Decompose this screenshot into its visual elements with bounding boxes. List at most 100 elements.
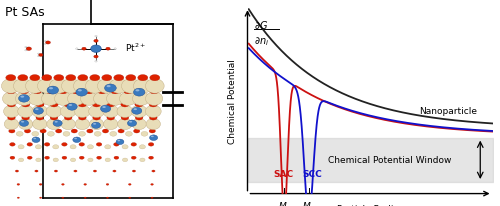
Ellipse shape [120,92,136,106]
Ellipse shape [94,40,98,43]
Ellipse shape [94,56,98,59]
Text: SCC: SCC [302,169,322,178]
Ellipse shape [27,143,32,146]
Ellipse shape [44,156,50,159]
Ellipse shape [90,75,100,81]
Ellipse shape [78,102,86,108]
Ellipse shape [49,88,53,90]
Ellipse shape [79,143,84,146]
Ellipse shape [26,48,32,51]
Ellipse shape [32,132,38,137]
Ellipse shape [92,102,101,108]
Ellipse shape [114,156,119,159]
Ellipse shape [132,92,150,106]
Ellipse shape [106,102,115,108]
Ellipse shape [53,121,62,127]
Ellipse shape [134,79,152,94]
Ellipse shape [84,184,86,185]
Ellipse shape [10,156,15,159]
Ellipse shape [50,79,68,94]
Ellipse shape [6,89,16,94]
Ellipse shape [94,170,96,172]
Ellipse shape [16,170,18,172]
Ellipse shape [60,106,76,118]
Ellipse shape [86,129,93,133]
Ellipse shape [22,116,30,121]
Ellipse shape [74,138,77,139]
Ellipse shape [52,145,59,149]
Ellipse shape [74,106,90,118]
Ellipse shape [70,145,76,149]
Ellipse shape [150,75,160,81]
Ellipse shape [94,132,101,137]
Ellipse shape [141,132,148,137]
Ellipse shape [128,121,136,127]
Ellipse shape [118,129,124,133]
Ellipse shape [22,102,30,108]
Ellipse shape [88,158,93,162]
Ellipse shape [53,158,59,162]
Ellipse shape [86,79,104,94]
Text: $\partial G$: $\partial G$ [254,19,268,31]
Ellipse shape [88,145,94,149]
Ellipse shape [56,129,62,133]
Ellipse shape [124,89,132,94]
Ellipse shape [104,84,117,93]
Ellipse shape [28,156,32,159]
Ellipse shape [132,170,136,172]
Ellipse shape [36,116,44,121]
Ellipse shape [118,140,120,142]
Ellipse shape [135,116,143,121]
Ellipse shape [8,129,15,133]
Ellipse shape [62,79,80,94]
Ellipse shape [46,42,51,45]
Ellipse shape [25,50,27,52]
Ellipse shape [84,197,86,198]
Ellipse shape [6,75,16,81]
Ellipse shape [134,129,140,133]
Ellipse shape [128,184,131,185]
Ellipse shape [62,197,64,198]
Ellipse shape [129,121,132,123]
Ellipse shape [4,106,20,118]
Ellipse shape [76,89,88,97]
Ellipse shape [47,87,58,95]
Ellipse shape [14,79,32,94]
Ellipse shape [62,143,67,146]
Ellipse shape [18,119,33,130]
Ellipse shape [146,106,161,118]
Ellipse shape [98,89,106,94]
Ellipse shape [114,49,116,50]
Ellipse shape [131,143,136,146]
Ellipse shape [92,123,100,129]
Ellipse shape [17,184,20,185]
Ellipse shape [132,119,146,130]
Ellipse shape [90,46,102,53]
Ellipse shape [106,197,108,198]
Ellipse shape [36,158,41,162]
Ellipse shape [78,75,88,81]
Ellipse shape [102,75,112,81]
Ellipse shape [4,119,18,130]
Ellipse shape [114,75,124,81]
Ellipse shape [16,132,23,137]
Text: Pt SAs: Pt SAs [5,6,44,19]
Ellipse shape [32,119,47,130]
Ellipse shape [106,184,109,185]
Ellipse shape [34,108,43,115]
Ellipse shape [146,119,160,130]
Ellipse shape [18,145,24,149]
Ellipse shape [26,79,44,94]
Ellipse shape [18,95,30,103]
Ellipse shape [46,106,62,118]
Ellipse shape [122,79,140,94]
Ellipse shape [58,89,68,94]
Ellipse shape [40,129,46,133]
Ellipse shape [68,104,72,107]
Ellipse shape [32,137,40,143]
Text: Chemical Potential: Chemical Potential [228,59,237,143]
Ellipse shape [54,170,58,172]
Ellipse shape [48,132,54,137]
Ellipse shape [106,92,124,106]
Ellipse shape [114,143,119,146]
